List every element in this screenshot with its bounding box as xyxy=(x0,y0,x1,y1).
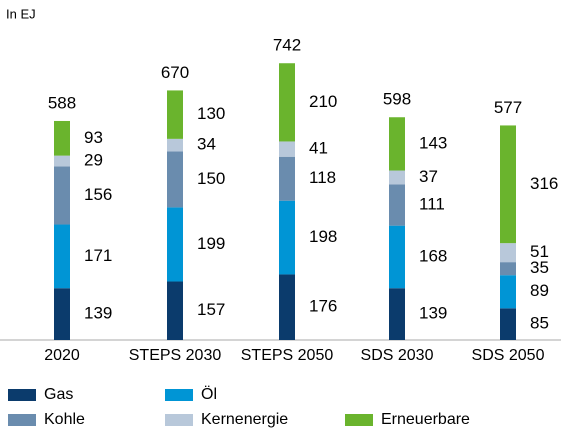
value-label: 35 xyxy=(530,258,549,277)
bar-segment xyxy=(167,281,183,340)
bar-segment xyxy=(279,63,295,142)
total-label: 598 xyxy=(383,90,411,109)
bar-segment xyxy=(389,184,405,226)
x-tick-label: SDS 2050 xyxy=(472,347,545,364)
value-label: 198 xyxy=(309,227,337,246)
bar-segment xyxy=(500,308,516,340)
value-label: 143 xyxy=(419,133,447,152)
value-label: 210 xyxy=(309,92,337,111)
bar-segment xyxy=(389,225,405,289)
value-label: 171 xyxy=(84,246,112,265)
bar-segment xyxy=(54,120,70,156)
bar-segment xyxy=(500,125,516,244)
bar-segment xyxy=(54,224,70,289)
bar-segment xyxy=(279,274,295,340)
x-tick-label: STEPS 2030 xyxy=(129,347,222,364)
value-label: 176 xyxy=(309,297,337,316)
total-label: 577 xyxy=(494,98,522,117)
value-label: 29 xyxy=(84,150,103,169)
bar-segment xyxy=(279,141,295,157)
bar-segment xyxy=(500,262,516,276)
legend-swatch xyxy=(165,414,193,426)
bar-segment xyxy=(389,170,405,185)
value-label: 150 xyxy=(197,169,225,188)
bar-segment xyxy=(167,207,183,282)
legend-label: Öl xyxy=(201,385,217,403)
value-label: 157 xyxy=(197,300,225,319)
value-label: 199 xyxy=(197,234,225,253)
legend-label: Kohle xyxy=(44,411,85,428)
value-label: 93 xyxy=(84,128,103,147)
x-tick-label: 2020 xyxy=(44,347,80,364)
value-label: 168 xyxy=(419,246,447,265)
value-label: 89 xyxy=(530,281,549,300)
value-label: 130 xyxy=(197,104,225,123)
bar-segment xyxy=(279,156,295,201)
legend-swatch xyxy=(165,389,193,401)
bar-segment xyxy=(54,155,70,167)
total-label: 742 xyxy=(273,36,301,55)
value-label: 41 xyxy=(309,139,328,158)
value-label: 34 xyxy=(197,135,216,154)
total-label: 588 xyxy=(48,93,76,112)
bar-segment xyxy=(167,138,183,152)
bar-segment xyxy=(167,90,183,139)
total-label: 670 xyxy=(161,63,189,82)
legend-swatch xyxy=(8,389,36,401)
unit-label: In EJ xyxy=(6,6,36,21)
value-label: 139 xyxy=(419,304,447,323)
value-label: 139 xyxy=(84,304,112,323)
legend-swatch xyxy=(8,414,36,426)
legend-label: Erneuerbare xyxy=(381,411,470,428)
legend-label: Kernenergie xyxy=(201,411,288,428)
value-label: 85 xyxy=(530,314,549,333)
value-label: 118 xyxy=(309,168,336,187)
legend-swatch xyxy=(345,414,373,426)
value-label: 51 xyxy=(530,242,549,261)
x-tick-label: SDS 2030 xyxy=(361,347,434,364)
value-label: 37 xyxy=(419,167,438,186)
bar-segment xyxy=(389,288,405,340)
x-tick-label: STEPS 2050 xyxy=(241,347,334,364)
bar-segment xyxy=(54,166,70,225)
value-label: 111 xyxy=(419,194,445,213)
bar-segment xyxy=(500,275,516,309)
bar-segment xyxy=(500,243,516,263)
value-label: 316 xyxy=(530,174,558,193)
value-label: 156 xyxy=(84,185,112,204)
bar-segment xyxy=(389,117,405,171)
legend-label: Gas xyxy=(44,386,73,403)
bar-segment xyxy=(279,200,295,275)
bar-segment xyxy=(54,288,70,340)
bar-segment xyxy=(167,151,183,208)
